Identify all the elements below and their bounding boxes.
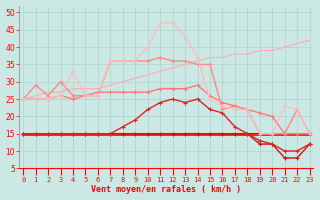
X-axis label: Vent moyen/en rafales ( km/h ): Vent moyen/en rafales ( km/h )	[92, 185, 241, 194]
